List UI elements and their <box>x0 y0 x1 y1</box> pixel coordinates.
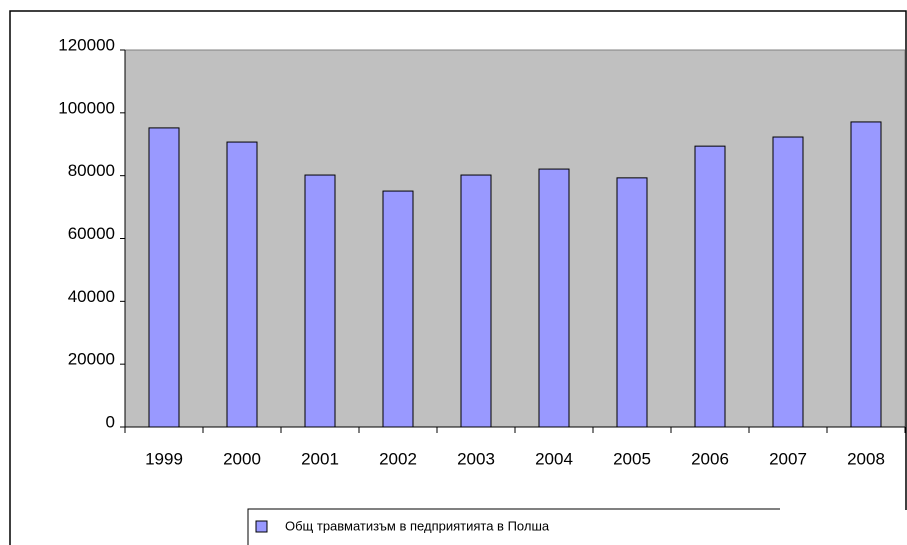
bar <box>460 174 492 428</box>
y-tick-label: 40000 <box>68 287 115 306</box>
x-tick-label: 2004 <box>535 449 573 468</box>
x-tick-label: 2000 <box>223 449 261 468</box>
legend-swatch <box>255 520 268 533</box>
bar <box>850 121 882 428</box>
bar <box>616 177 648 428</box>
bar <box>226 141 258 428</box>
x-tick-label: 1999 <box>145 449 183 468</box>
y-tick-label: 20000 <box>68 350 115 369</box>
x-tick-label: 2005 <box>613 449 651 468</box>
x-tick-label: 2002 <box>379 449 417 468</box>
x-tick-label: 2003 <box>457 449 495 468</box>
bar <box>382 190 414 428</box>
y-tick-label: 0 <box>106 412 115 431</box>
bar <box>772 136 804 428</box>
bar <box>538 168 570 428</box>
y-tick-label: 120000 <box>58 35 115 54</box>
x-tick-label: 2007 <box>769 449 807 468</box>
y-tick-label: 60000 <box>68 224 115 243</box>
legend-text: Общ травматизъм в педприятията в Полша <box>285 518 550 533</box>
legend-box <box>247 508 780 545</box>
x-tick-label: 2006 <box>691 449 729 468</box>
bar <box>148 127 180 428</box>
bar <box>694 145 726 428</box>
bar <box>304 174 336 428</box>
chart-border <box>9 10 907 545</box>
y-tick-label: 100000 <box>58 98 115 117</box>
y-tick-label: 80000 <box>68 161 115 180</box>
x-tick-label: 2001 <box>301 449 339 468</box>
x-tick-label: 2008 <box>847 449 885 468</box>
